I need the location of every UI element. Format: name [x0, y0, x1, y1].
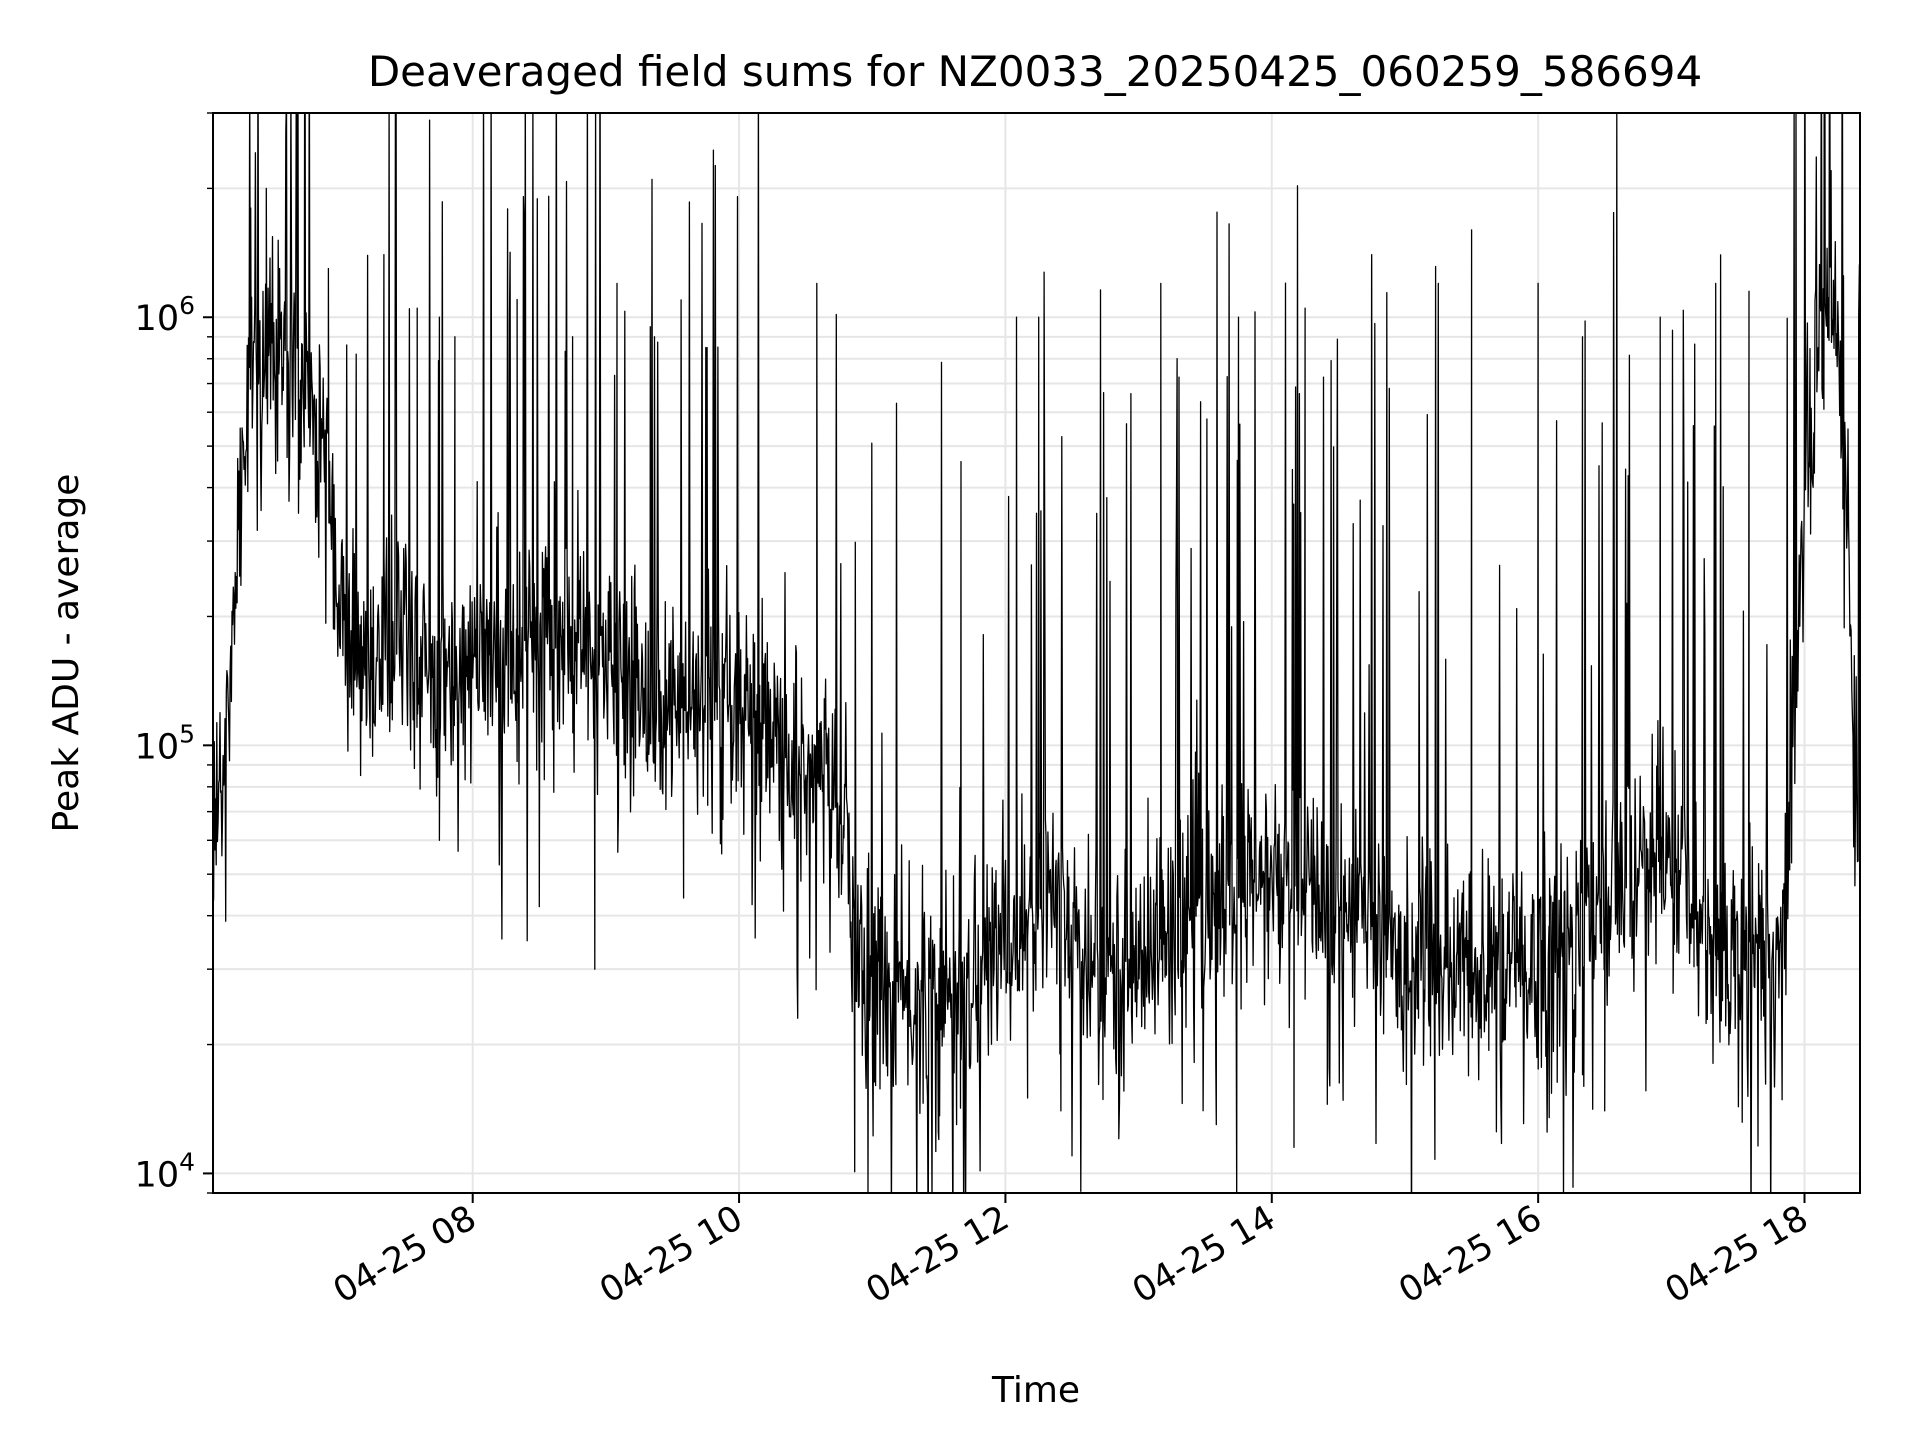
plot-area [213, 113, 1860, 1193]
plot-frame [212, 112, 1861, 1194]
series-group [213, 113, 1860, 1193]
y-axis: 104 105 106 [135, 112, 213, 1195]
y-tick-label: 106 [135, 291, 195, 339]
x-axis-label: Time [991, 1370, 1080, 1411]
chart-title: Deaveraged field sums for NZ0033_2025042… [368, 47, 1702, 96]
y-tick-label: 105 [135, 719, 195, 767]
y-axis-label: Peak ADU - average [46, 474, 87, 833]
y-tick-label: 104 [135, 1147, 195, 1195]
series-line-0 [213, 113, 1860, 1193]
